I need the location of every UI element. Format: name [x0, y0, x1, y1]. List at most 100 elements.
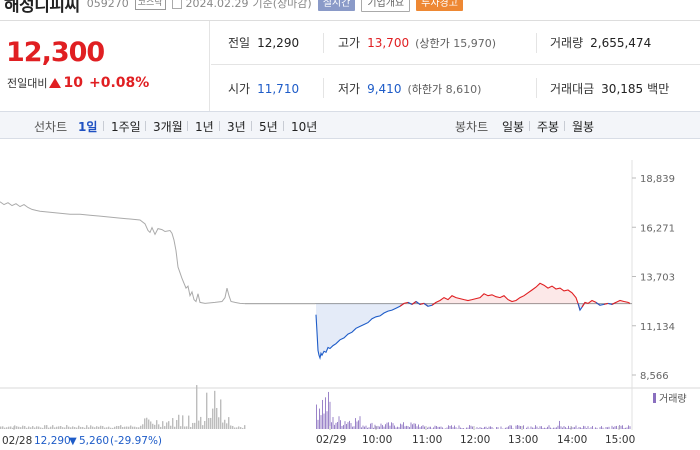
volume-legend-label: 거래량	[659, 393, 687, 405]
prev-volume-bar	[78, 425, 80, 429]
today-volume-bar	[476, 427, 478, 429]
today-volume-bar	[352, 426, 353, 429]
prev-volume-bar	[42, 427, 44, 429]
today-volume-bar	[454, 425, 455, 429]
today-volume-bar	[409, 427, 410, 429]
prev-volume-bar	[196, 385, 198, 429]
prev-volume-bar	[100, 425, 102, 429]
today-volume-bar	[463, 428, 464, 429]
today-volume-bar	[368, 427, 370, 429]
prev-volume-bar	[70, 427, 72, 429]
today-volume-bar	[394, 425, 395, 429]
period-3m[interactable]: 3개월	[153, 120, 183, 134]
prev-volume-bar	[76, 427, 78, 429]
prev-volume-bar	[56, 426, 58, 429]
company-info-button[interactable]: 기업개요	[361, 0, 411, 12]
prev-volume-bar	[108, 426, 110, 429]
period-1d[interactable]: 1일	[78, 120, 98, 134]
prev-volume-bar	[32, 425, 34, 429]
today-volume-bar	[403, 422, 404, 429]
quote-basis: 기준(장마감)	[252, 0, 312, 10]
candle-daily[interactable]: 일봉	[502, 120, 525, 134]
period-bar: 선차트 1일 1주일 3개월 1년 3년 5년 10년 봉차트 일봉 주봉 월봉	[0, 111, 700, 139]
prev-change-pct: (-29.97%)	[110, 435, 162, 447]
prev-volume-bar	[82, 426, 84, 429]
today-volume-bar	[370, 423, 371, 429]
today-volume-bar	[488, 426, 490, 429]
prev-volume-bar	[150, 421, 152, 429]
today-volume-bar	[385, 424, 386, 429]
today-volume-bar	[373, 427, 374, 429]
prev-volume-bar	[28, 426, 30, 429]
today-volume-bar	[605, 427, 607, 429]
period-10y[interactable]: 10년	[291, 120, 318, 134]
volume-legend: 거래량	[653, 393, 687, 405]
today-volume-bar	[535, 425, 536, 429]
today-price-line-up	[431, 282, 581, 311]
prev-date: 02/28	[2, 435, 32, 447]
today-volume-bar	[317, 419, 319, 429]
today-volume-bar	[508, 426, 509, 429]
today-volume-bar	[377, 425, 379, 429]
prev-volume-bar	[154, 424, 156, 429]
volume-value: 2,655,474	[590, 36, 652, 50]
prev-volume-bar	[148, 419, 150, 429]
today-volume-bar	[550, 427, 551, 429]
prev-volume-bar	[170, 425, 172, 429]
today-volume-bar	[379, 426, 380, 429]
prev-volume-bar	[114, 426, 116, 429]
prev-volume-bar	[128, 426, 130, 429]
today-volume-bar	[320, 415, 322, 429]
period-5y[interactable]: 5년	[259, 120, 278, 134]
prev-volume-bar	[124, 426, 126, 429]
today-volume-bar	[541, 426, 542, 429]
today-volume-bar	[616, 425, 617, 429]
today-volume-bar	[533, 427, 535, 429]
period-1w[interactable]: 1주일	[111, 120, 141, 134]
today-volume-bar	[485, 426, 487, 429]
prev-volume-bar	[20, 427, 22, 429]
today-volume-bar	[559, 420, 560, 429]
prev-volume-bar	[44, 425, 46, 429]
today-volume-bar	[590, 427, 592, 429]
today-volume-bar	[578, 427, 580, 429]
today-volume-bar	[490, 426, 491, 429]
today-volume-bar	[401, 424, 403, 429]
prev-volume-bar	[52, 425, 54, 429]
prev-volume-bar	[168, 421, 170, 429]
today-volume-bar	[487, 428, 488, 429]
today-volume-bar	[343, 425, 344, 429]
prev-volume-bar	[116, 425, 118, 429]
amount-label: 거래대금	[550, 81, 595, 96]
today-volume-bar	[325, 397, 326, 429]
price-chart[interactable]: 18,839 16,271 13,703 11,134 8,566 02/28 02/29 1…	[0, 140, 700, 450]
prev-close-value: 12,290	[257, 36, 300, 50]
open-cell: 시가 11,710	[228, 80, 299, 97]
prev-volume-bar	[50, 426, 52, 429]
today-volume-bar	[334, 424, 335, 429]
period-3y[interactable]: 3년	[227, 120, 246, 134]
today-volume-bar	[332, 417, 334, 429]
candle-monthly[interactable]: 월봉	[572, 120, 595, 134]
candle-weekly[interactable]: 주봉	[537, 120, 560, 134]
today-volume-bar	[623, 428, 625, 429]
today-volume-bar	[500, 426, 502, 429]
today-volume-bar	[430, 426, 431, 429]
today-volume-bar	[551, 428, 553, 429]
today-volume-bar	[520, 425, 521, 429]
price-chart-svg: 18,839 16,271 13,703 11,134 8,566 02/28 02/29 1…	[0, 160, 700, 447]
today-volume-bar	[478, 428, 479, 429]
today-volume-bar	[547, 426, 548, 429]
today-volume-bar	[556, 427, 557, 429]
prev-volume-bar	[198, 420, 200, 429]
today-volume-bar	[406, 425, 407, 429]
today-volume-bar	[359, 416, 361, 429]
today-volume-bar	[335, 422, 337, 429]
realtime-button[interactable]: 실시간	[317, 0, 356, 11]
prev-volume-bar	[136, 427, 138, 429]
today-volume-bar	[518, 425, 520, 429]
upper-limit-label: 상한가	[419, 37, 450, 50]
investment-warning-badge[interactable]: 투자경고	[416, 0, 463, 11]
period-1y[interactable]: 1년	[195, 120, 214, 134]
today-volume-bar	[530, 426, 532, 429]
